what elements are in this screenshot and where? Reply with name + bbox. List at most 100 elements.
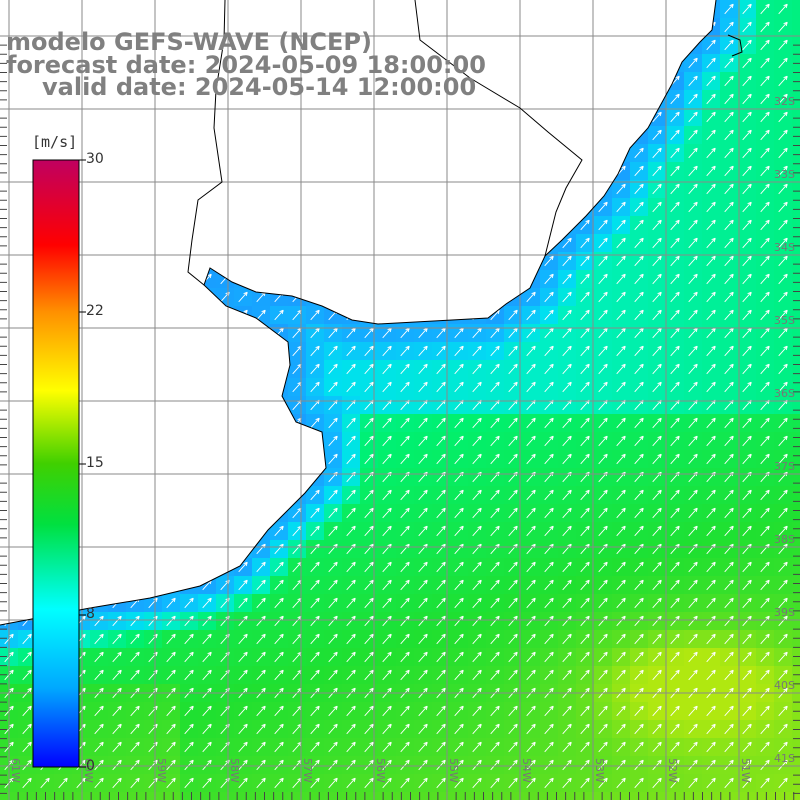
wind-speed-cell <box>792 576 800 595</box>
wind-arrow <box>382 21 392 33</box>
wind-speed-cell <box>270 450 289 469</box>
wind-arrow <box>328 579 338 591</box>
wind-arrow <box>688 129 698 141</box>
wind-arrow <box>112 669 122 681</box>
wind-speed-cell <box>108 216 127 235</box>
wind-arrow <box>256 417 266 429</box>
wind-arrow <box>22 507 32 519</box>
wind-arrow <box>742 39 752 51</box>
wind-arrow <box>724 381 734 393</box>
wind-arrow <box>724 255 734 267</box>
wind-arrow <box>436 561 446 573</box>
wind-speed-cell <box>450 216 469 235</box>
wind-arrow <box>436 291 446 303</box>
wind-speed-cell <box>144 126 163 145</box>
wind-speed-cell <box>378 216 397 235</box>
wind-arrow <box>652 579 662 591</box>
wind-arrow <box>742 489 752 501</box>
wind-arrow <box>760 777 770 789</box>
wind-arrow <box>472 705 482 717</box>
wind-speed-cell <box>288 216 307 235</box>
wind-arrow <box>634 219 644 231</box>
wind-arrow <box>274 759 284 771</box>
wind-arrow <box>526 291 536 303</box>
wind-speed-cell <box>450 180 469 199</box>
wind-arrow <box>40 111 50 123</box>
wind-speed-cell <box>558 0 577 19</box>
wind-arrow <box>472 345 482 357</box>
wind-speed-cell <box>666 0 685 19</box>
wind-arrow <box>688 201 698 213</box>
wind-arrow <box>94 3 104 15</box>
wind-arrow <box>652 129 662 141</box>
wind-speed-cell <box>450 126 469 145</box>
wind-arrow <box>292 201 302 213</box>
wind-arrow <box>760 525 770 537</box>
wind-speed-cell <box>450 0 469 19</box>
wind-arrow <box>364 165 374 177</box>
wind-arrow <box>724 417 734 429</box>
wind-speed-cell <box>630 72 649 91</box>
wind-arrow <box>112 165 122 177</box>
wind-speed-cell <box>90 342 109 361</box>
wind-arrow <box>454 579 464 591</box>
wind-arrow <box>382 345 392 357</box>
wind-arrow <box>778 741 788 753</box>
wind-arrow <box>418 741 428 753</box>
wind-speed-cell <box>792 378 800 397</box>
wind-arrow <box>148 255 158 267</box>
wind-arrow <box>742 615 752 627</box>
wind-arrow <box>760 291 770 303</box>
wind-arrow <box>724 57 734 69</box>
wind-speed-cell <box>522 792 541 800</box>
wind-speed-cell <box>432 216 451 235</box>
wind-speed-cell <box>594 792 613 800</box>
wind-arrow <box>22 219 32 231</box>
wind-speed-cell <box>558 72 577 91</box>
wind-speed-cell <box>216 792 235 800</box>
wind-arrow <box>616 21 626 33</box>
wind-arrow <box>184 147 194 159</box>
wind-arrow <box>436 489 446 501</box>
wind-arrow <box>760 453 770 465</box>
wind-arrow <box>22 345 32 357</box>
wind-arrow <box>22 633 32 645</box>
wind-speed-cell <box>270 108 289 127</box>
wind-speed-cell <box>522 162 541 181</box>
wind-arrow <box>22 291 32 303</box>
wind-arrow <box>706 741 716 753</box>
wind-arrow <box>292 255 302 267</box>
wind-arrow <box>256 615 266 627</box>
wind-arrow <box>490 201 500 213</box>
wind-arrow <box>616 39 626 51</box>
wind-arrow <box>346 705 356 717</box>
wind-arrow <box>544 615 554 627</box>
wind-arrow <box>166 579 176 591</box>
wind-arrow <box>238 597 248 609</box>
wind-arrow <box>256 219 266 231</box>
wind-arrow <box>166 309 176 321</box>
wind-arrow <box>724 273 734 285</box>
wind-speed-cell <box>108 522 127 541</box>
wind-arrow <box>508 525 518 537</box>
longitude-label: 52W <box>666 758 679 783</box>
wind-speed-cell <box>450 306 469 325</box>
wind-arrow <box>418 363 428 375</box>
wind-arrow <box>112 399 122 411</box>
wind-arrow <box>328 291 338 303</box>
wind-arrow <box>328 435 338 447</box>
wind-speed-cell <box>252 486 271 505</box>
wind-arrow <box>436 3 446 15</box>
wind-arrow <box>364 489 374 501</box>
wind-arrow <box>418 651 428 663</box>
wind-arrow <box>310 3 320 15</box>
wind-arrow <box>598 741 608 753</box>
wind-arrow <box>112 453 122 465</box>
wind-arrow <box>526 93 536 105</box>
wind-arrow <box>706 597 716 609</box>
wind-arrow <box>130 507 140 519</box>
wind-arrow <box>328 417 338 429</box>
wind-arrow <box>760 579 770 591</box>
wind-speed-cell <box>126 792 145 800</box>
